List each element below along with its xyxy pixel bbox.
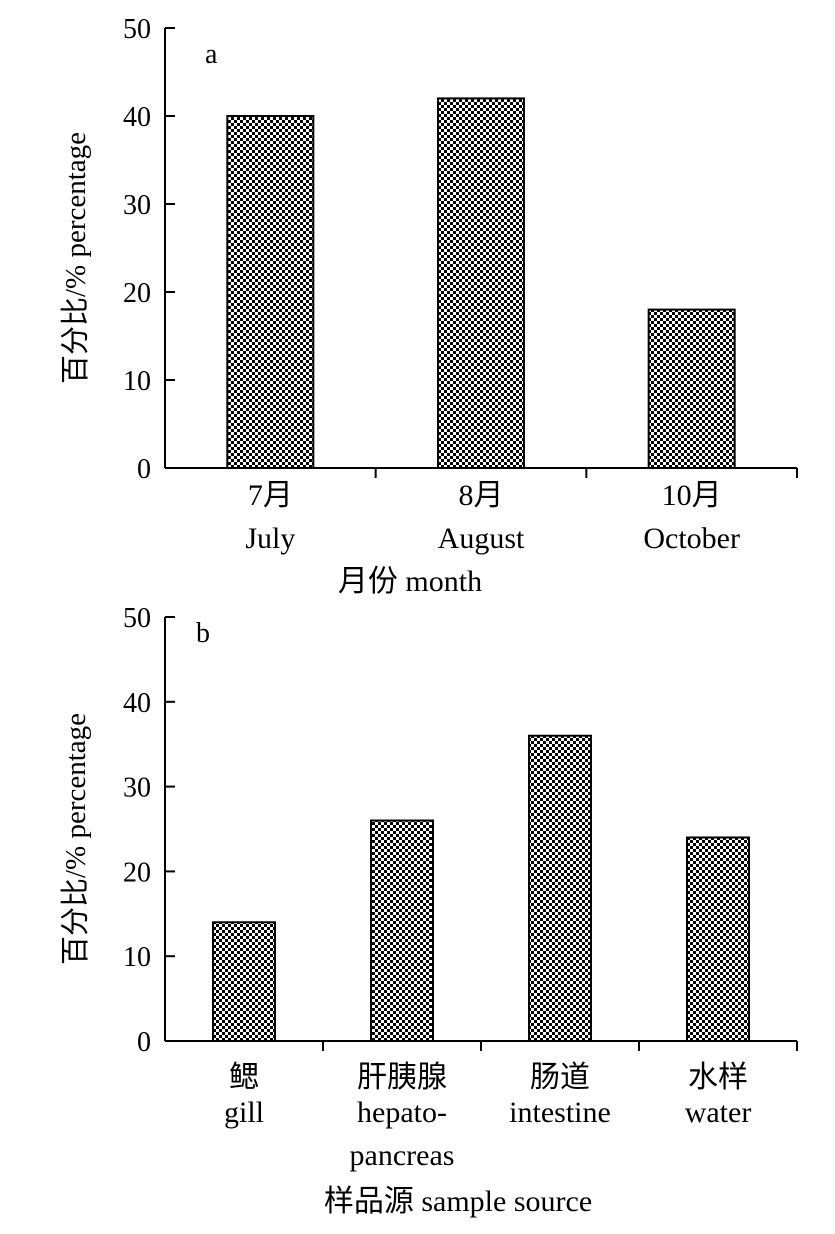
y-tick-label: 40 — [123, 688, 151, 719]
x-tick-label: 10月 — [662, 479, 722, 512]
chart-panel-a: 0 10 20 30 40 50 7月 July 8月 August 10月 October 月份 mo… — [59, 14, 798, 598]
y-tick-label: 0 — [137, 454, 151, 485]
x-tick-label: 肠道 — [530, 1061, 590, 1094]
x-tick-label: intestine — [509, 1096, 611, 1129]
x-tick-label: 水样 — [688, 1061, 748, 1094]
y-axis-label: 百分比/% percentage — [59, 132, 92, 384]
x-tick-label: 肝胰腺 — [357, 1061, 447, 1094]
bar — [370, 819, 434, 1043]
bar — [437, 97, 525, 470]
y-tick-label: 40 — [123, 102, 151, 133]
x-tick-label: July — [245, 522, 295, 555]
x-tick-label: gill — [224, 1096, 264, 1129]
y-axis-label: 百分比/% percentage — [59, 713, 92, 965]
x-tick-label: October — [643, 522, 740, 555]
x-tick-label: 7月 — [248, 479, 293, 512]
bar — [647, 308, 736, 469]
panel-label: b — [196, 618, 210, 649]
x-tick-label: water — [685, 1096, 752, 1129]
y-tick-label: 50 — [123, 14, 151, 45]
y-tick-label: 30 — [123, 190, 151, 221]
y-tick-label: 20 — [123, 857, 151, 888]
y-tick-label: 10 — [123, 942, 151, 973]
panel-label: a — [205, 39, 218, 70]
x-tick-label: 8月 — [459, 479, 504, 512]
x-tick-label: 鳃 — [229, 1061, 259, 1094]
bar — [528, 734, 592, 1042]
bar — [226, 115, 315, 469]
bar — [212, 921, 276, 1043]
x-axis-label: 样品源 sample source — [324, 1185, 592, 1218]
x-axis-label: 月份 month — [338, 565, 482, 598]
x-tick-label: hepato- — [357, 1096, 447, 1129]
y-tick-label: 50 — [123, 603, 151, 634]
y-tick-label: 10 — [123, 366, 151, 397]
x-tick-label: pancreas — [350, 1139, 455, 1172]
y-tick-label: 0 — [137, 1027, 151, 1058]
y-tick-label: 20 — [123, 278, 151, 309]
x-tick-label: August — [438, 522, 525, 555]
y-tick-label: 30 — [123, 773, 151, 804]
bar — [686, 836, 750, 1042]
